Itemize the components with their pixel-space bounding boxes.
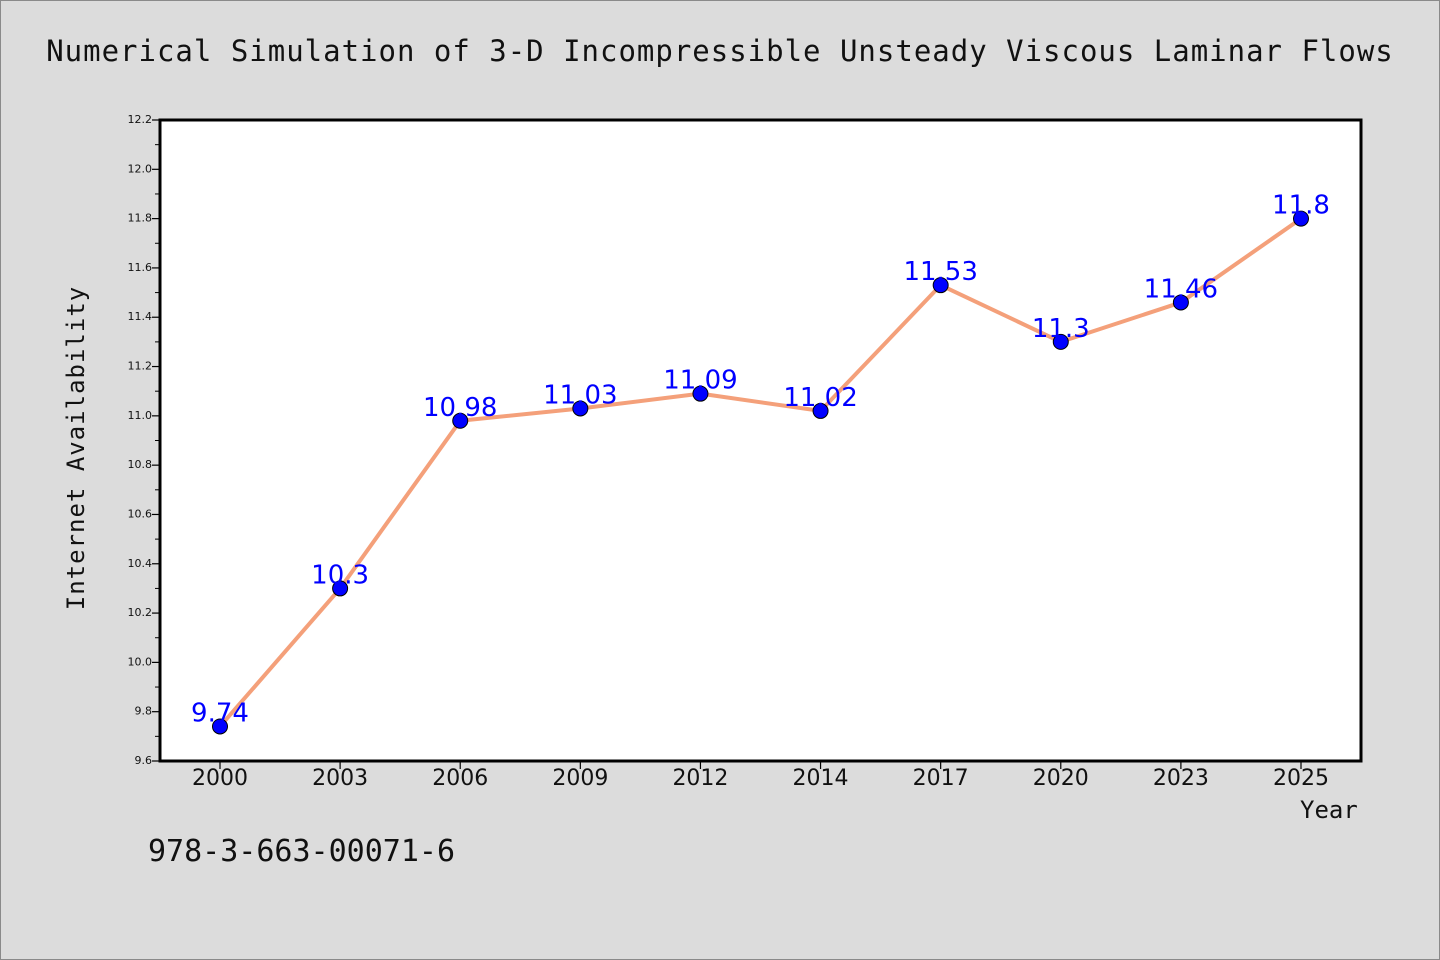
- y-tick-label: 9.8: [135, 705, 153, 718]
- data-point: [692, 385, 709, 402]
- data-point: [212, 718, 228, 735]
- data-point: [1172, 294, 1189, 311]
- x-axis-label: Year: [1300, 796, 1358, 824]
- y-tick-label: 11.2: [128, 360, 153, 373]
- plot-area: [158, 118, 1363, 763]
- y-tick-label: 12.2: [128, 113, 153, 126]
- x-tick-label: 2006: [432, 766, 488, 791]
- y-tick-label: 11.0: [128, 409, 153, 422]
- chart-title: Numerical Simulation of 3-D Incompressib…: [46, 34, 1394, 68]
- data-label: 11.46: [1144, 274, 1218, 304]
- y-tick-label: 11.4: [128, 310, 153, 323]
- y-tick-label: 11.8: [128, 212, 153, 225]
- y-tick-label: 10.0: [128, 655, 153, 668]
- data-labels: 9.74 10.3 10.98 11.03 11.09 11.02 11.53 11.3 11.…: [191, 191, 1330, 729]
- y-tick-label: 10.8: [128, 458, 153, 471]
- data-label: 11.3: [1032, 314, 1090, 344]
- x-tick-label: 2014: [793, 766, 849, 791]
- data-point: [932, 277, 949, 294]
- x-tick-label: 2023: [1153, 766, 1209, 791]
- x-tick-label: 2009: [552, 766, 608, 791]
- y-tick-label: 11.6: [128, 261, 153, 274]
- x-tick-label: 2003: [312, 766, 368, 791]
- data-label: 11.8: [1272, 191, 1330, 221]
- data-point: [812, 402, 829, 419]
- x-tick-label: 2017: [913, 766, 969, 791]
- data-label: 11.09: [663, 366, 737, 396]
- y-tick-label: 10.6: [128, 507, 153, 520]
- x-tick-label: 2020: [1033, 766, 1089, 791]
- data-points: [212, 210, 1309, 735]
- data-label: 11.03: [543, 380, 617, 410]
- data-label: 9.74: [191, 698, 249, 728]
- data-label: 11.02: [783, 383, 857, 413]
- x-tick-label: 2025: [1273, 766, 1329, 791]
- isbn-text: 978-3-663-00071-6: [148, 834, 456, 869]
- data-label: 10.98: [423, 393, 497, 423]
- series-line: [218, 216, 1303, 728]
- y-tick-label: 12.0: [128, 162, 153, 175]
- y-axis-ticks: 9.6 9.8 10.0 10.2 10.4 10.6 10.8 11.0 11.2 11.4 11…: [128, 113, 160, 767]
- data-point: [332, 580, 349, 597]
- data-point: [572, 400, 589, 417]
- y-tick-label: 10.2: [128, 606, 153, 619]
- x-tick-label: 2000: [192, 766, 248, 791]
- data-point: [1293, 210, 1309, 227]
- y-tick-label: 9.6: [135, 754, 153, 767]
- data-label: 10.3: [311, 560, 369, 590]
- data-point: [452, 412, 469, 429]
- x-tick-label: 2012: [672, 766, 728, 791]
- data-point: [1052, 333, 1069, 350]
- y-tick-label: 10.4: [128, 557, 153, 570]
- x-axis-ticks: 2000 2003 2006 2009 2012 2014 2017 2020 2023 2025: [192, 761, 1329, 791]
- data-label: 11.53: [903, 257, 977, 287]
